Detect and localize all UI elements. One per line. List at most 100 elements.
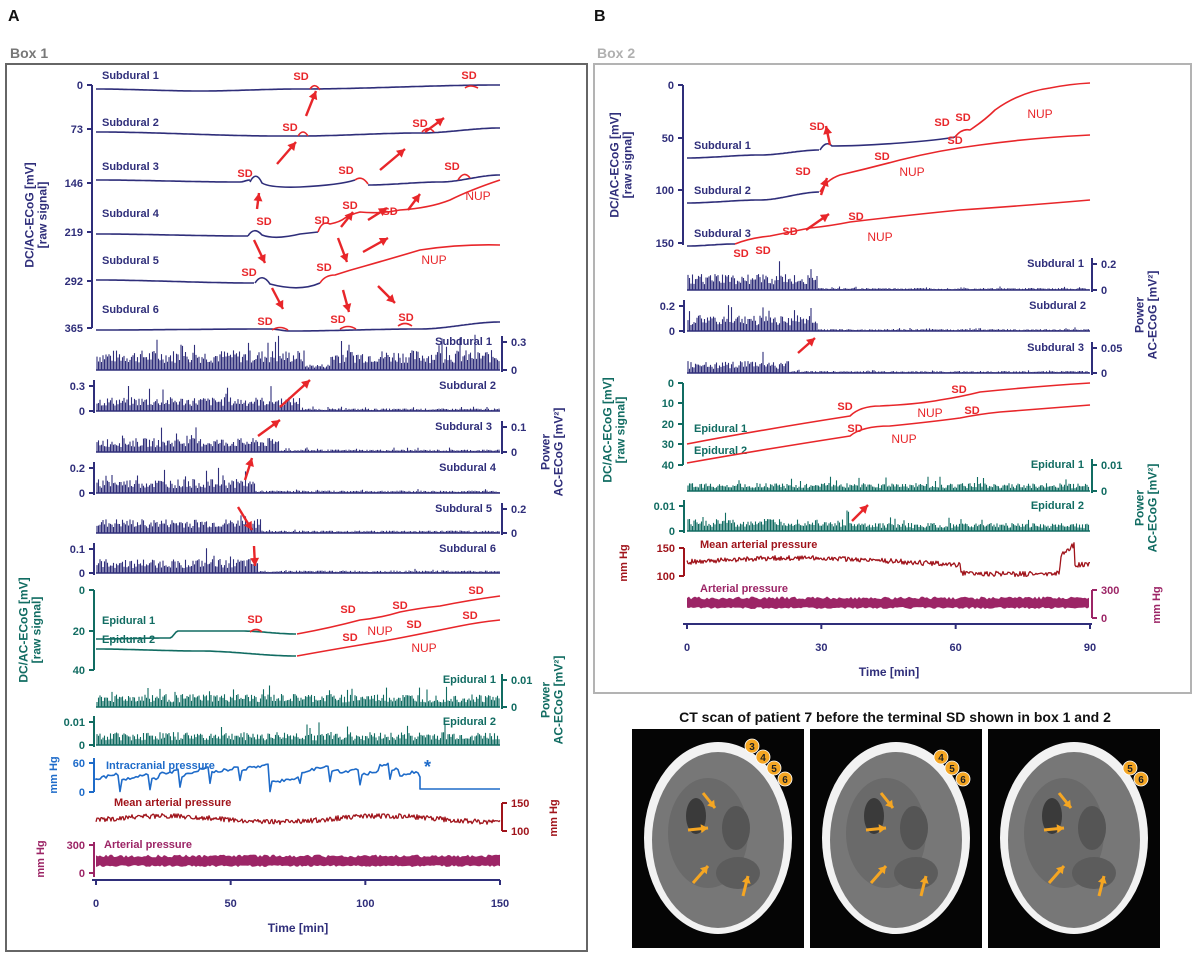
box2-xlabel: Time [min]	[859, 665, 919, 679]
sd-label: SD	[462, 610, 477, 622]
arrow-head	[257, 253, 266, 263]
box2-epi-ylabel: DC/AC-ECoG [mV][raw signal]	[601, 377, 628, 482]
power-channel-label: Epidural 1	[1031, 459, 1084, 471]
ct-arrow-head	[707, 799, 715, 808]
tick-label: 0.2	[660, 301, 675, 313]
sd-label: SD	[795, 166, 810, 178]
electrode-number: 5	[949, 764, 955, 775]
sd-label: SD	[964, 405, 979, 417]
ct-arrow-head	[878, 824, 886, 834]
power-channel-label: Subdural 2	[1029, 300, 1086, 312]
map-unit: mm Hg	[548, 799, 560, 836]
power-channel-label: Subdural 6	[439, 543, 496, 555]
sd-bump	[397, 322, 413, 327]
epidural-power-bars	[96, 722, 500, 745]
sd-label: SD	[247, 614, 262, 626]
epidural-power-bars	[96, 685, 500, 707]
box1-frame	[5, 63, 588, 952]
sd-label: SD	[237, 168, 252, 180]
ct-arrow-head	[1056, 824, 1064, 834]
tick-label: 0	[1101, 613, 1107, 625]
power-bars	[96, 515, 500, 533]
subdural-6-trace	[96, 321, 500, 332]
lesion	[894, 857, 938, 889]
ct-arrow-head	[919, 876, 929, 884]
tick-label: 100	[511, 826, 529, 838]
power-channel-label: Subdural 4	[439, 462, 497, 474]
tick-label: 0.2	[1101, 259, 1116, 271]
tick-label: 100	[657, 571, 675, 583]
ct-arrow-head	[699, 866, 708, 875]
subdural-5-trace	[96, 279, 254, 284]
tick-label: 0.2	[511, 504, 526, 516]
sd-label: SD	[444, 161, 459, 173]
b2-subdural-1-nup	[954, 82, 1091, 138]
b2-ap-unit: mm Hg	[1151, 586, 1163, 623]
power-channel-label: Subdural 1	[435, 336, 492, 348]
tick-label: 0.01	[511, 675, 532, 687]
panel-label-a: A	[8, 8, 20, 25]
map-trace	[95, 813, 501, 826]
tick-label: 0.3	[70, 381, 85, 393]
subdural-1-trace	[96, 84, 500, 92]
lesion	[722, 806, 750, 850]
epidural-1-trace	[96, 630, 296, 640]
power-bars	[96, 386, 500, 411]
tick-label: 0.05	[1101, 343, 1122, 355]
arrow-head	[243, 520, 252, 530]
nup-label: NUP	[891, 432, 916, 446]
subdural-3-trace	[96, 179, 251, 183]
x-tick-label: 100	[356, 898, 374, 910]
sd-label: SD	[256, 216, 271, 228]
arrow-head	[377, 208, 387, 217]
channel-label: Epidural 2	[102, 634, 155, 646]
tick-label: 0.01	[1101, 460, 1122, 472]
b2-ap-label: Arterial pressure	[700, 583, 788, 595]
tick-label: 300	[1101, 585, 1119, 597]
tick-label: 0.1	[70, 544, 85, 556]
electrode-marker	[933, 749, 949, 765]
tick-label: 100	[656, 185, 674, 197]
ct-scan: 456	[810, 729, 982, 948]
subdural-1-power-bars	[96, 334, 500, 370]
tick-label: 60	[73, 758, 85, 770]
ap-unit: mm Hg	[35, 840, 47, 877]
arrow-head	[806, 338, 815, 347]
electrode-marker	[755, 749, 771, 765]
ct-arrow-head	[1055, 866, 1064, 875]
tick-label: 146	[65, 178, 83, 190]
sd-label: SD	[314, 215, 329, 227]
power-channel-label: Subdural 3	[435, 421, 492, 433]
tick-label: 0	[1101, 285, 1107, 297]
b2-map-trace	[686, 542, 1090, 578]
box2-epi-power-ylabel: PowerAC-ECoG [mV²]	[1133, 464, 1160, 553]
sd-label: SD	[461, 70, 476, 82]
sd-label: SD	[951, 384, 966, 396]
arrow-head	[250, 557, 260, 566]
tick-label: 0	[79, 868, 85, 880]
sd-label: SD	[257, 316, 272, 328]
sd-label: SD	[316, 262, 331, 274]
sd-label: SD	[340, 604, 355, 616]
b2-subdural-2-trace	[687, 191, 820, 204]
sd-bump	[249, 628, 263, 633]
sd-label: SD	[412, 118, 427, 130]
electrode-marker	[1133, 771, 1149, 787]
arrow-head	[253, 193, 263, 202]
power-bars	[96, 467, 500, 493]
tick-label: 0	[79, 787, 85, 799]
sd-bump	[309, 84, 321, 91]
tick-label: 150	[656, 238, 674, 250]
tick-label: 0	[669, 326, 675, 338]
nup-label: NUP	[1027, 107, 1052, 121]
arrow-head	[308, 91, 318, 101]
tick-label: 300	[67, 840, 85, 852]
tick-label: 20	[73, 626, 85, 638]
sd-label: SD	[338, 165, 353, 177]
b2-power-bars	[687, 351, 1090, 373]
power-channel-label: Subdural 5	[435, 503, 492, 515]
tick-label: 0	[1101, 486, 1107, 498]
sd-label: SD	[955, 112, 970, 124]
